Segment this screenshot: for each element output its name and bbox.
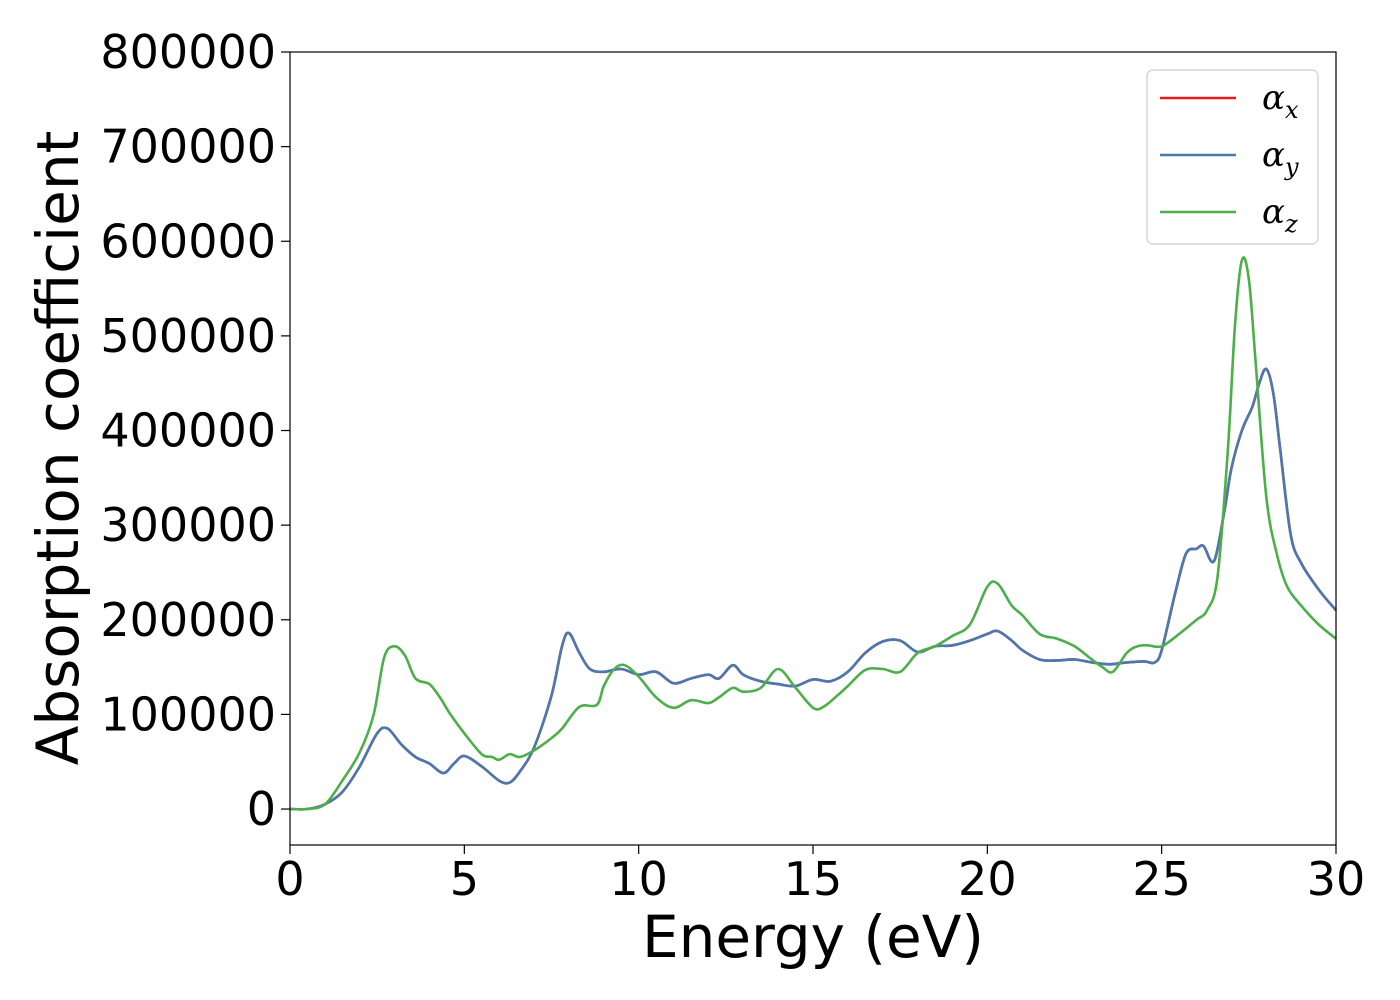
legend-symbol: α bbox=[1262, 192, 1285, 232]
legend-subscript: x bbox=[1285, 96, 1299, 124]
y-tick-label: 200000 bbox=[100, 593, 276, 647]
y-axis-ticks: 0 100000 200000 300000 400000 500000 600000 700… bbox=[100, 25, 290, 836]
legend-subscript: z bbox=[1284, 210, 1298, 238]
x-tick-label: 15 bbox=[784, 852, 843, 906]
y-tick-label: 100000 bbox=[100, 687, 276, 741]
legend-label-y: αy bbox=[1262, 135, 1299, 181]
y-tick-label: 800000 bbox=[100, 25, 276, 79]
series-line-y bbox=[289, 367, 1338, 811]
x-axis-label: Energy (eV) bbox=[642, 903, 984, 971]
legend-symbol: α bbox=[1262, 78, 1285, 118]
legend-label-z: αz bbox=[1262, 192, 1298, 238]
series-line-z bbox=[289, 256, 1337, 811]
x-tick-label: 25 bbox=[1132, 852, 1191, 906]
legend-symbol: α bbox=[1262, 135, 1285, 175]
x-tick-label: 30 bbox=[1307, 852, 1366, 906]
x-tick-label: 0 bbox=[275, 852, 304, 906]
series-layer bbox=[289, 256, 1338, 811]
y-tick-label: 300000 bbox=[100, 498, 276, 552]
legend-box bbox=[1146, 69, 1319, 245]
x-tick-label: 5 bbox=[450, 852, 479, 906]
legend-label-x: αx bbox=[1262, 78, 1299, 124]
y-tick-label: 700000 bbox=[100, 120, 276, 174]
y-tick-label: 600000 bbox=[100, 214, 276, 268]
x-axis-ticks: 0 5 10 15 20 25 30 bbox=[275, 845, 1365, 906]
x-tick-label: 20 bbox=[958, 852, 1017, 906]
y-tick-label: 400000 bbox=[100, 404, 276, 458]
y-tick-label: 500000 bbox=[100, 309, 276, 363]
legend-subscript: y bbox=[1284, 153, 1299, 181]
x-tick-label: 10 bbox=[609, 852, 668, 906]
y-tick-label: 0 bbox=[247, 782, 276, 836]
y-axis-label: Absorption coefficient bbox=[24, 131, 92, 766]
